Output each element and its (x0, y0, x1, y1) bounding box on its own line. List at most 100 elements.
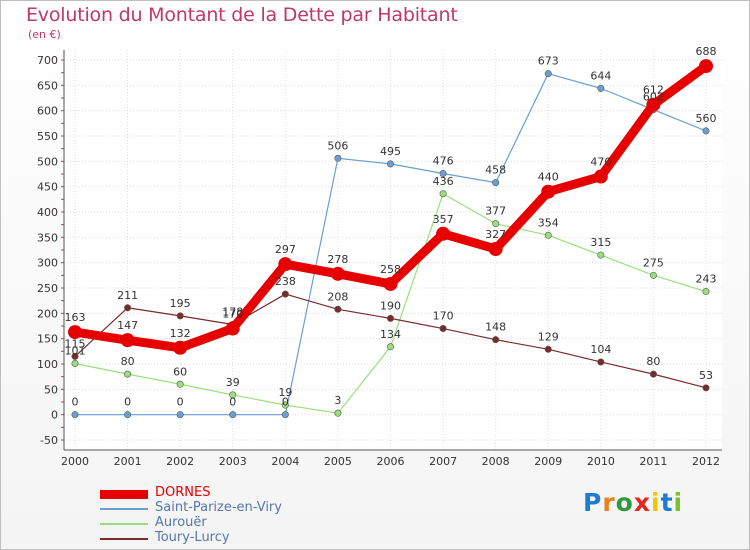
legend-label: Toury-Lurcy (155, 530, 230, 545)
data-label: 80 (646, 355, 660, 368)
series-point (176, 380, 184, 388)
series-point (544, 345, 552, 353)
y-tick-label: 50 (44, 383, 58, 396)
y-tick-label: 0 (51, 409, 58, 422)
series-point (649, 271, 657, 279)
data-label: 560 (696, 112, 717, 125)
series-point (699, 59, 713, 74)
data-label: 315 (590, 236, 611, 249)
x-tick-label: 2012 (692, 455, 720, 468)
data-label: 297 (275, 243, 296, 256)
data-label: 80 (121, 355, 135, 368)
series-point (593, 169, 608, 184)
series-point (334, 409, 342, 417)
series-point (120, 333, 135, 348)
data-label: 129 (538, 330, 559, 343)
data-label: 148 (485, 321, 506, 334)
series-point (281, 401, 289, 409)
series-point (281, 290, 289, 298)
x-tick-label: 2007 (429, 455, 457, 468)
data-label: 470 (590, 156, 611, 169)
data-label: 19 (278, 386, 292, 399)
y-tick-label: 700 (37, 54, 58, 67)
legend-swatch (100, 508, 148, 510)
data-label: 495 (380, 145, 401, 158)
y-tick-label: 500 (37, 155, 58, 168)
series-point (124, 304, 132, 312)
series-point (492, 220, 500, 228)
data-label: 612 (643, 84, 664, 97)
y-tick-label: 350 (37, 231, 58, 244)
plot-area (64, 50, 722, 450)
data-label: 170 (433, 310, 454, 323)
data-label: 275 (643, 256, 664, 269)
x-tick-label: 2009 (534, 455, 562, 468)
series-point (702, 127, 710, 135)
series-point (383, 276, 398, 291)
data-label: 208 (327, 290, 348, 303)
legend-label: Aurouër (155, 515, 207, 530)
data-label: 377 (485, 205, 506, 218)
series-point (492, 179, 500, 187)
series-point (386, 160, 394, 168)
x-tick-label: 2001 (114, 455, 142, 468)
x-tick-label: 2003 (219, 455, 247, 468)
data-label: 115 (65, 337, 86, 350)
series-point (597, 358, 605, 366)
data-label: 354 (538, 216, 559, 229)
series-point (492, 336, 500, 344)
data-label: 132 (170, 327, 191, 340)
data-label: 104 (590, 343, 611, 356)
data-label: 170 (222, 308, 243, 321)
data-label: 440 (538, 171, 559, 184)
series-point (597, 84, 605, 92)
data-label: 476 (433, 154, 454, 167)
data-label: 39 (226, 376, 240, 389)
legend-swatch (100, 538, 148, 540)
series-point (386, 343, 394, 351)
data-label: 101 (65, 344, 86, 357)
series-point (71, 359, 79, 367)
series-point (124, 411, 132, 419)
data-label: 458 (485, 164, 506, 177)
data-label: 357 (433, 213, 454, 226)
series-point (649, 370, 657, 378)
y-tick-label: 650 (37, 79, 58, 92)
logo-letter: P (583, 488, 603, 517)
series-point (646, 97, 661, 112)
y-tick-label: 200 (37, 307, 58, 320)
logo-letter: x (633, 488, 651, 517)
series-point (702, 384, 710, 392)
series-point (281, 411, 289, 419)
series-point (439, 169, 447, 177)
logo-letter: i (651, 488, 661, 517)
series-point (229, 411, 237, 419)
series-point (488, 241, 503, 256)
series-point (544, 231, 552, 239)
y-tick-label: 550 (37, 130, 58, 143)
logo-letter: o (615, 488, 634, 517)
x-tick-label: 2010 (587, 455, 615, 468)
data-label: 147 (117, 319, 138, 332)
data-label: 436 (433, 175, 454, 188)
x-tick-label: 2006 (377, 455, 405, 468)
logo-letter: i (673, 488, 684, 517)
data-label: 673 (538, 55, 559, 68)
data-label: 0 (229, 396, 236, 409)
x-tick-label: 2002 (166, 455, 194, 468)
series-point (68, 325, 82, 340)
series-point (71, 411, 79, 419)
data-label: 258 (380, 263, 401, 276)
logo-letter: r (602, 488, 616, 517)
data-label: 134 (380, 328, 401, 341)
series-point (176, 411, 184, 419)
legend-swatch (100, 489, 148, 499)
x-tick-label: 2011 (639, 455, 667, 468)
series-point (334, 305, 342, 313)
series-point (334, 154, 342, 162)
data-label: 602 (643, 91, 664, 104)
data-label: 278 (327, 253, 348, 266)
series-point (278, 257, 293, 272)
legend-label: DORNES (155, 485, 211, 500)
